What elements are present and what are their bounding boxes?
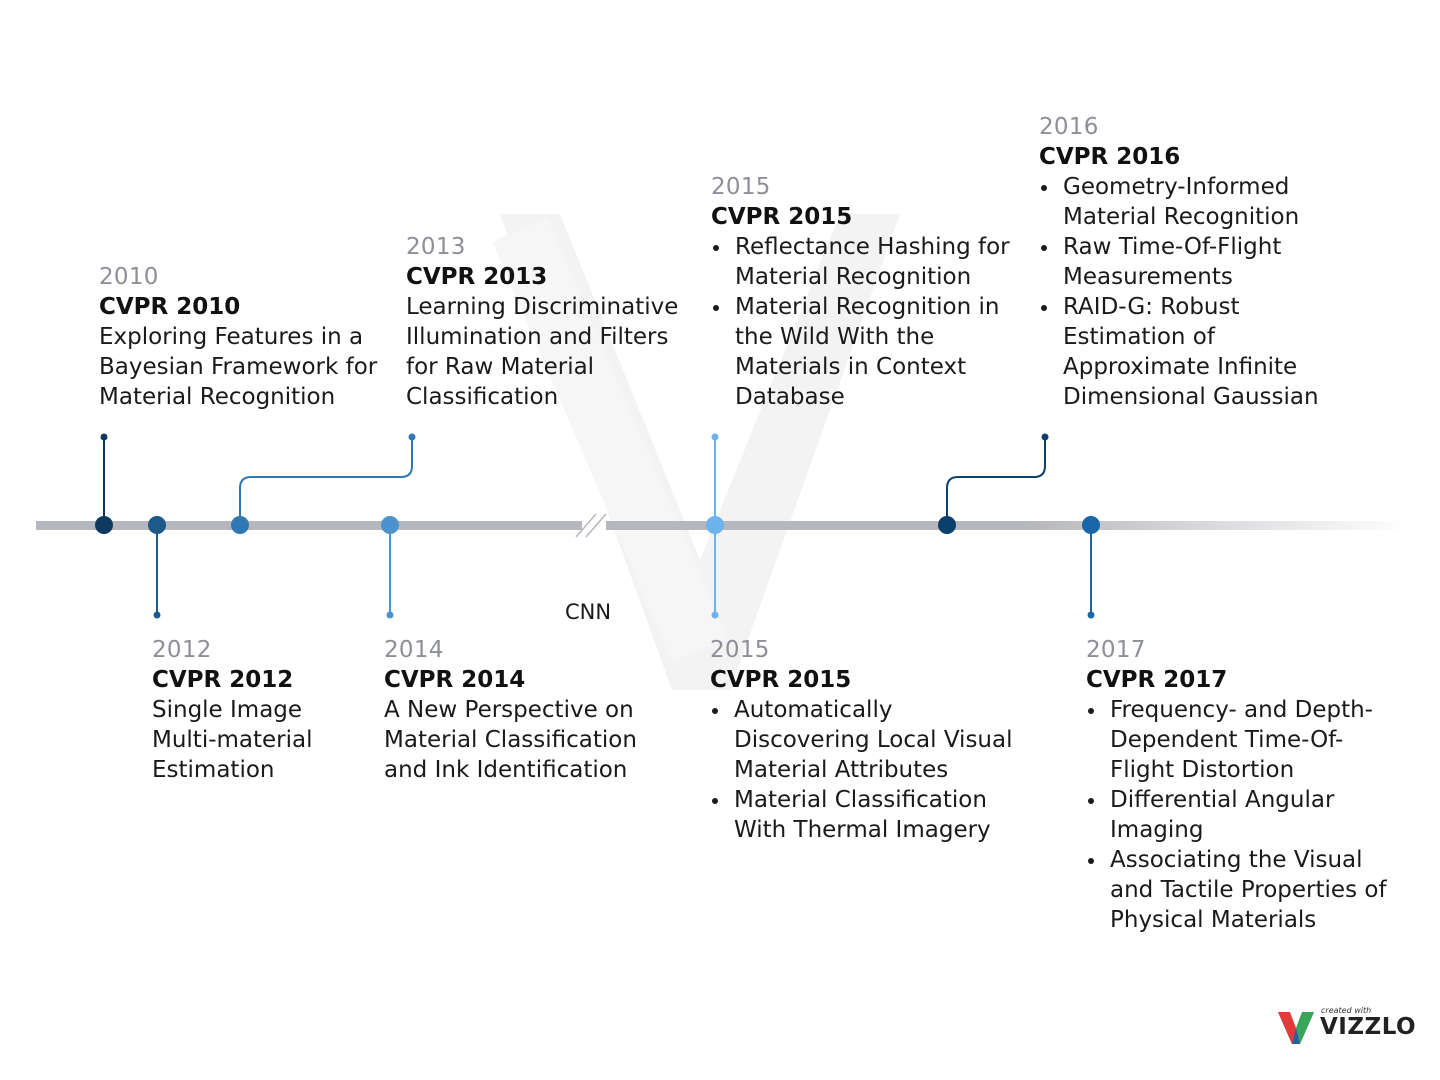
pin-2015a [711,433,719,441]
event-2010: 2010 CVPR 2010 Exploring Features in a B… [99,262,389,412]
pin-2017 [1087,611,1095,619]
node-2013 [231,516,249,534]
node-2017 [1082,516,1100,534]
event-title: CVPR 2015 [711,204,853,230]
event-year: 2010 [99,264,159,290]
list-item: Geometry-Informed Material Recognition [1039,172,1339,232]
pin-2013 [408,433,416,441]
cnn-break-label: CNN [565,600,612,624]
list-item: Raw Time-Of-Flight Measurements [1039,232,1339,292]
connector-2016 [946,437,1046,525]
pin-2015b [711,611,719,619]
axis-break-mark-left [575,513,597,538]
event-2014: 2014 CVPR 2014 A New Perspective on Mate… [384,635,664,785]
event-title: CVPR 2017 [1086,667,1228,693]
list-item: Material Classification With Thermal Ima… [710,785,1030,845]
list-item: Frequency- and Depth-Dependent Time-Of-F… [1086,695,1406,785]
node-2012 [148,516,166,534]
list-item: RAID-G: Robust Estimation of Approximate… [1039,292,1339,412]
list-item: Associating the Visual and Tactile Prope… [1086,845,1406,935]
brand-name: VIZZLO [1320,1014,1417,1040]
event-2013: 2013 CVPR 2013 Learning Discriminative I… [406,232,696,412]
node-2016 [938,516,956,534]
pin-2016 [1041,433,1049,441]
event-year: 2013 [406,234,466,260]
event-year: 2015 [710,637,770,663]
vizzlo-logo-icon [1278,1012,1314,1044]
pin-2012 [153,611,161,619]
event-year: 2015 [711,174,771,200]
axis-break-mark-right [585,513,607,538]
event-2012: 2012 CVPR 2012 Single Image Multi-materi… [152,635,362,785]
event-year: 2014 [384,637,444,663]
pin-2014 [386,611,394,619]
event-paper-list: Reflectance Hashing for Material Recogni… [711,232,1026,412]
event-year: 2016 [1039,114,1099,140]
event-year: 2017 [1086,637,1146,663]
event-2016: 2016 CVPR 2016 Geometry-Informed Materia… [1039,112,1339,412]
event-title: CVPR 2010 [99,294,241,320]
event-year: 2012 [152,637,212,663]
node-2010 [95,516,113,534]
event-title: CVPR 2016 [1039,144,1181,170]
list-item: Reflectance Hashing for Material Recogni… [711,232,1026,292]
event-description: A New Perspective on Material Classifica… [384,697,637,783]
event-description: Exploring Features in a Bayesian Framewo… [99,324,378,410]
brand-tagline: created with [1321,1006,1372,1015]
event-2015-lower: 2015 CVPR 2015 Automatically Discovering… [710,635,1030,845]
event-paper-list: Frequency- and Depth-Dependent Time-Of-F… [1086,695,1406,935]
event-paper-list: Geometry-Informed Material Recognition R… [1039,172,1339,412]
list-item: Automatically Discovering Local Visual M… [710,695,1030,785]
pin-2010 [100,433,108,441]
node-2015 [706,516,724,534]
event-paper-list: Automatically Discovering Local Visual M… [710,695,1030,845]
event-2017: 2017 CVPR 2017 Frequency- and Depth-Depe… [1086,635,1406,935]
event-title: CVPR 2012 [152,667,294,693]
list-item: Material Recognition in the Wild With th… [711,292,1026,412]
list-item: Differential Angular Imaging [1086,785,1406,845]
node-2014 [381,516,399,534]
event-2015-upper: 2015 CVPR 2015 Reflectance Hashing for M… [711,172,1026,412]
event-title: CVPR 2013 [406,264,548,290]
connector-2013 [239,437,413,525]
event-title: CVPR 2014 [384,667,526,693]
event-description: Learning Discriminative Illumination and… [406,294,679,410]
event-description: Single Image Multi-material Estimation [152,697,313,783]
event-title: CVPR 2015 [710,667,852,693]
vizzlo-branding: created with VIZZLO [1276,1004,1426,1044]
